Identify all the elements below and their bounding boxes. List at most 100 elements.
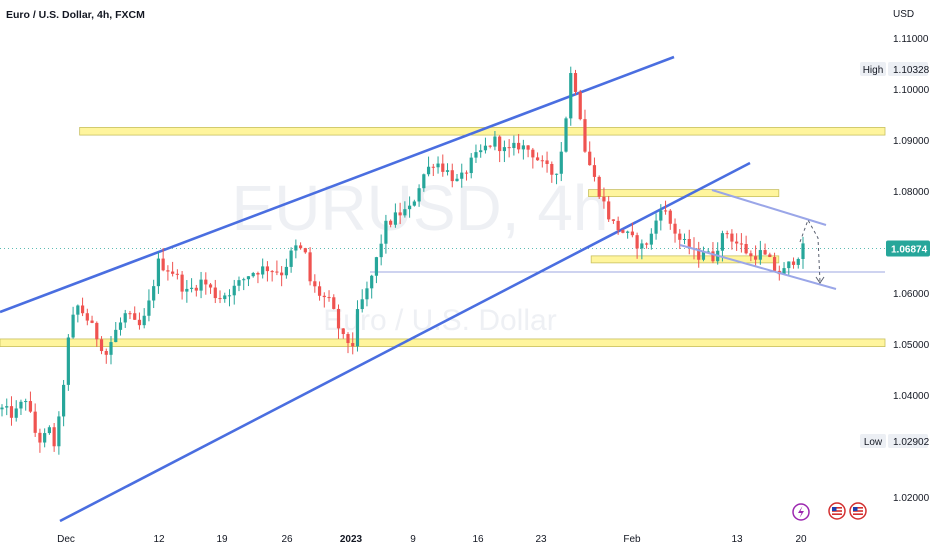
high-marker: High 1.10328 bbox=[860, 62, 930, 76]
us-flag-icon[interactable] bbox=[849, 502, 867, 520]
candle-body bbox=[441, 163, 445, 172]
wedge-upper-line bbox=[711, 189, 827, 226]
candle-body bbox=[763, 250, 767, 255]
x-tick-label: 20 bbox=[795, 534, 807, 545]
watermark: EURUSD, 4h Euro / U.S. Dollar bbox=[232, 172, 609, 337]
candle-body bbox=[137, 319, 142, 326]
candle-body bbox=[251, 273, 255, 277]
candle-body bbox=[289, 250, 293, 267]
candle-body bbox=[455, 178, 459, 182]
candle-body bbox=[474, 152, 478, 158]
candle-body bbox=[109, 342, 113, 355]
last-price-value: 1.06874 bbox=[891, 245, 928, 256]
candle-body bbox=[540, 160, 544, 162]
x-tick-label: 12 bbox=[153, 534, 165, 545]
candle-body bbox=[0, 407, 4, 410]
candle-body bbox=[133, 313, 137, 320]
candle-body bbox=[535, 157, 540, 161]
high-label: High bbox=[863, 65, 884, 76]
high-value-tag bbox=[888, 62, 928, 76]
candle-body bbox=[393, 212, 397, 225]
candle-body bbox=[351, 343, 355, 347]
candle-body bbox=[630, 231, 634, 236]
candle-body bbox=[640, 243, 644, 249]
candle-body bbox=[194, 287, 198, 291]
candle-body bbox=[412, 201, 416, 206]
candle-body bbox=[85, 313, 89, 321]
projection-path bbox=[799, 218, 821, 283]
x-tick-label: 2023 bbox=[340, 534, 363, 545]
candle-body bbox=[735, 241, 739, 244]
lightning-icon[interactable] bbox=[792, 503, 810, 521]
x-tick-label: 19 bbox=[216, 534, 228, 545]
candle-body bbox=[787, 261, 791, 269]
y-tick-label: 1.02000 bbox=[893, 493, 930, 504]
candle-body bbox=[502, 147, 507, 152]
candle-body bbox=[398, 212, 402, 216]
candle-body bbox=[573, 73, 578, 92]
candle-body bbox=[379, 243, 383, 258]
candle-body bbox=[24, 401, 28, 403]
x-tick-label: 13 bbox=[731, 534, 743, 545]
candle-body bbox=[213, 287, 217, 299]
candle-body bbox=[308, 252, 312, 282]
candle-body bbox=[697, 248, 701, 260]
x-tick-label: 26 bbox=[281, 534, 293, 545]
candle-body bbox=[199, 279, 203, 291]
candle-body bbox=[208, 284, 213, 288]
candle-body bbox=[57, 416, 61, 447]
candle-body bbox=[370, 275, 374, 289]
candle-body bbox=[431, 166, 435, 168]
supply-demand-zone bbox=[79, 127, 886, 136]
candle-body bbox=[80, 305, 85, 314]
candle-body bbox=[417, 188, 421, 202]
symbol-title[interactable]: Euro / U.S. Dollar, 4h, FXCM bbox=[6, 9, 145, 21]
candle-body bbox=[654, 220, 658, 234]
candles-layer bbox=[0, 66, 805, 455]
y-tick-label: 1.08000 bbox=[893, 187, 930, 198]
candle-body bbox=[52, 427, 56, 447]
candle-body bbox=[317, 286, 322, 296]
watermark-ticker: EURUSD, 4h bbox=[232, 172, 609, 244]
candle-body bbox=[649, 233, 653, 245]
candle-body bbox=[95, 322, 99, 340]
candle-body bbox=[303, 248, 307, 253]
candle-body bbox=[616, 220, 620, 231]
low-label: Low bbox=[864, 437, 883, 448]
us-flag-icon[interactable] bbox=[828, 502, 846, 520]
candle-body bbox=[43, 433, 47, 443]
candle-body bbox=[772, 257, 777, 271]
candle-body bbox=[294, 245, 298, 251]
candle-body bbox=[592, 165, 597, 177]
x-tick-label: 23 bbox=[535, 534, 547, 545]
candle-body bbox=[118, 322, 123, 330]
candle-body bbox=[265, 266, 270, 272]
candle-body bbox=[313, 281, 317, 287]
projection-arrowhead bbox=[815, 276, 825, 284]
overlays-layer bbox=[679, 189, 837, 290]
low-value: 1.02902 bbox=[893, 437, 930, 448]
candle-body bbox=[147, 300, 151, 316]
candle-body bbox=[28, 401, 33, 412]
candle-body bbox=[687, 238, 691, 248]
candle-body bbox=[360, 299, 364, 310]
candle-body bbox=[498, 136, 502, 152]
candle-body bbox=[578, 91, 582, 120]
candle-body bbox=[488, 145, 492, 147]
candle-body bbox=[483, 145, 488, 151]
candle-body bbox=[678, 233, 682, 240]
candle-body bbox=[564, 118, 568, 152]
candle-body bbox=[270, 271, 274, 273]
low-marker: Low 1.02902 bbox=[860, 434, 930, 448]
candle-body bbox=[19, 401, 23, 409]
candle-body bbox=[559, 151, 563, 174]
wedge-lower-line bbox=[679, 244, 837, 290]
candle-body bbox=[507, 147, 511, 149]
candle-body bbox=[644, 243, 649, 245]
candle-body bbox=[38, 432, 42, 443]
candle-body bbox=[161, 258, 165, 271]
candle-body bbox=[796, 258, 800, 265]
